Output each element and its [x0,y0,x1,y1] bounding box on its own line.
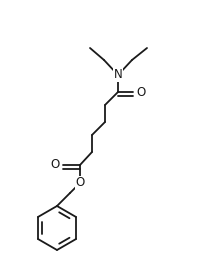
Text: N: N [114,69,122,82]
Text: O: O [75,177,85,190]
Text: O: O [50,158,60,171]
Text: O: O [136,86,146,99]
